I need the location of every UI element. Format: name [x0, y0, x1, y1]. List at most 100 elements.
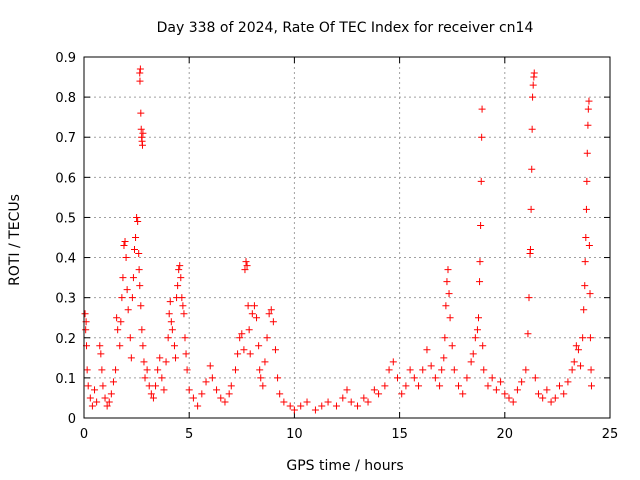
data-point [113, 314, 121, 322]
data-point [189, 394, 197, 402]
data-point [267, 306, 275, 314]
data-point [478, 133, 486, 141]
data-point [402, 382, 410, 390]
data-points [81, 65, 595, 414]
data-point [276, 390, 284, 398]
data-point [539, 394, 547, 402]
data-point [448, 342, 456, 350]
data-point [364, 398, 372, 406]
data-point [393, 374, 401, 382]
data-point [112, 366, 120, 374]
data-point [101, 394, 109, 402]
data-point [529, 81, 537, 89]
data-point [128, 294, 136, 302]
data-point [469, 350, 477, 358]
data-point [217, 394, 225, 402]
data-point [423, 346, 431, 354]
data-point [473, 326, 481, 334]
data-point [347, 398, 355, 406]
data-point [475, 314, 482, 322]
data-point [560, 390, 568, 398]
data-point [137, 302, 145, 310]
data-point [445, 290, 453, 298]
data-point [180, 310, 188, 318]
data-point [303, 398, 311, 406]
data-point [586, 290, 594, 298]
data-point [206, 362, 214, 370]
data-point [572, 342, 580, 350]
data-point [236, 334, 244, 342]
data-point [410, 374, 418, 382]
data-point [185, 386, 193, 394]
data-point [107, 390, 115, 398]
data-point [431, 374, 439, 382]
x-tick-label: 5 [185, 427, 193, 442]
data-point [529, 93, 537, 101]
data-point [479, 342, 487, 350]
data-point [381, 382, 389, 390]
data-point [181, 334, 189, 342]
data-point [471, 334, 479, 342]
data-point [138, 326, 146, 334]
data-point [582, 234, 590, 241]
data-point [234, 350, 242, 358]
data-point [261, 358, 269, 366]
data-point [492, 386, 500, 394]
data-point [440, 354, 448, 362]
data-point [280, 398, 288, 406]
data-point [584, 121, 592, 129]
data-point [478, 105, 486, 113]
data-point [83, 366, 91, 374]
data-point [162, 358, 170, 366]
data-point [497, 378, 505, 386]
data-point [343, 386, 351, 394]
data-point [139, 342, 147, 350]
data-point [116, 342, 124, 350]
y-tick-label: 0.6 [55, 171, 76, 186]
data-point [518, 378, 526, 386]
data-point [339, 394, 347, 402]
data-point [583, 149, 591, 157]
data-point [221, 398, 229, 406]
data-point [581, 282, 589, 290]
data-point [168, 326, 176, 334]
data-point [175, 266, 183, 274]
data-point [531, 374, 539, 382]
data-point [248, 310, 256, 318]
data-point [245, 326, 253, 334]
data-point [547, 398, 555, 406]
data-point [134, 217, 142, 225]
data-point [227, 382, 235, 390]
data-point [450, 366, 458, 374]
data-point [375, 390, 383, 398]
data-point [183, 366, 191, 374]
data-point [174, 282, 182, 290]
data-point [442, 302, 450, 310]
data-point [114, 326, 122, 334]
data-point [297, 402, 305, 410]
data-point [354, 402, 362, 410]
data-point [360, 394, 368, 402]
data-point [194, 402, 202, 410]
data-point [398, 390, 406, 398]
data-point [243, 262, 251, 270]
data-point [441, 334, 449, 342]
data-point [583, 177, 591, 185]
data-point [143, 366, 151, 374]
data-point [564, 378, 572, 386]
chart-title: Day 338 of 2024, Rate Of TEC Index for r… [157, 20, 534, 36]
data-point [501, 390, 509, 398]
data-point [406, 366, 414, 374]
data-point [98, 366, 106, 374]
data-point [158, 374, 166, 382]
data-point [255, 342, 263, 350]
data-point [149, 394, 157, 402]
data-point [587, 382, 595, 390]
data-point [96, 342, 104, 350]
data-point [524, 330, 532, 338]
data-point [286, 402, 294, 410]
data-point [118, 294, 126, 302]
data-point [256, 366, 264, 374]
data-point [122, 254, 130, 262]
data-point [477, 177, 485, 185]
